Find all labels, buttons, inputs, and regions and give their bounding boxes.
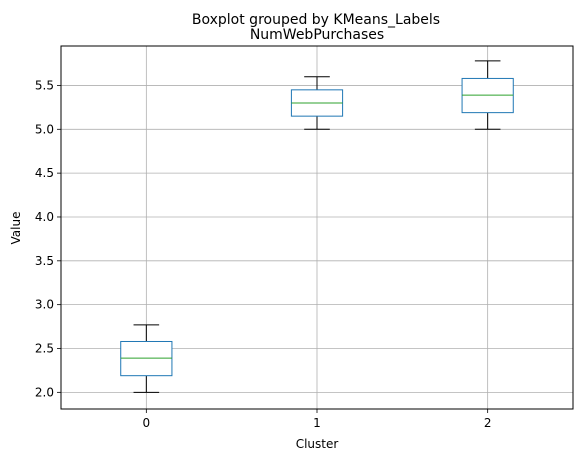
x-ticks: 0 1 2 [143, 409, 492, 430]
chart-title: NumWebPurchases [250, 27, 384, 43]
y-tick-label: 5.0 [35, 122, 54, 136]
box-group-cluster-0 [120, 324, 173, 393]
box-group-cluster-1 [290, 76, 344, 130]
y-tick-label: 2.5 [35, 342, 54, 356]
chart-suptitle: Boxplot grouped by KMeans_Labels [192, 12, 440, 28]
x-axis-label: Cluster [296, 437, 339, 451]
x-tick-label: 2 [484, 416, 492, 430]
x-tick-label: 1 [313, 416, 321, 430]
y-tick-label: 4.5 [35, 166, 54, 180]
y-tick-label: 3.0 [35, 298, 54, 312]
y-tick-label: 2.0 [35, 385, 54, 399]
y-ticks: 2.0 2.5 3.0 3.5 4.0 4.5 5.0 5.5 [35, 78, 61, 399]
box-group-cluster-2 [461, 60, 514, 130]
y-tick-label: 3.5 [35, 254, 54, 268]
y-axis-label: Value [9, 212, 23, 245]
y-tick-label: 5.5 [35, 78, 54, 92]
boxes [120, 60, 514, 393]
x-tick-label: 0 [143, 416, 151, 430]
y-tick-label: 4.0 [35, 210, 54, 224]
